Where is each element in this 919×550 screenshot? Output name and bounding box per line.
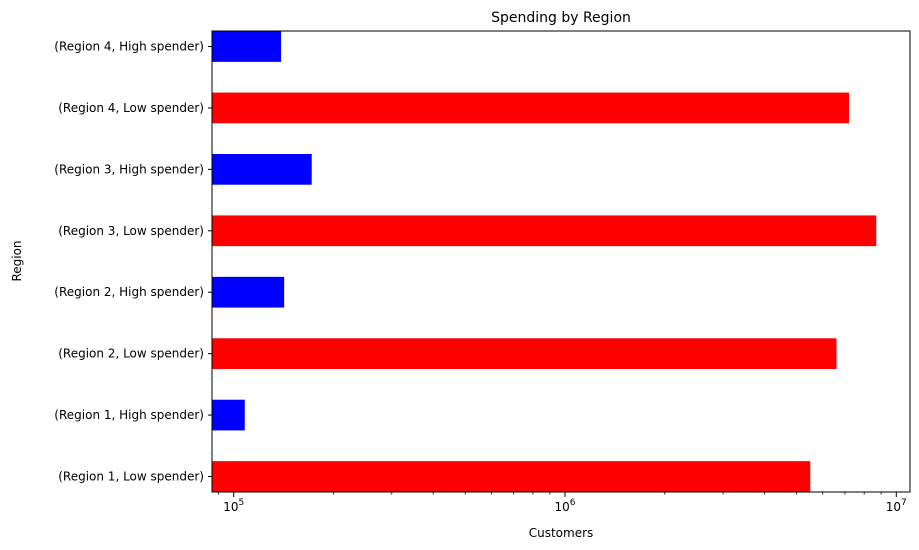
bar (212, 215, 877, 247)
y-tick-label: (Region 4, High spender) (54, 40, 204, 54)
y-tick-label: (Region 2, High spender) (54, 285, 204, 299)
bar (212, 31, 282, 62)
plot-frame (211, 30, 911, 493)
y-tick-label: (Region 1, Low spender) (58, 470, 204, 484)
bar (212, 399, 245, 431)
bar (212, 276, 285, 308)
y-tick-label: (Region 3, Low spender) (58, 224, 204, 238)
y-tick-label: (Region 2, Low spender) (58, 347, 204, 361)
y-tick-label: (Region 4, Low spender) (58, 101, 204, 115)
chart-title: Spending by Region (491, 10, 631, 26)
y-axis-title: Region (10, 240, 24, 281)
y-tick-label: (Region 1, High spender) (54, 408, 204, 422)
bar (212, 154, 312, 185)
bar (212, 92, 850, 124)
x-axis: 105 106 107 (218, 492, 907, 514)
y-tick-label: (Region 3, High spender) (54, 162, 204, 176)
x-axis-title: Customers (529, 526, 594, 540)
bar (212, 338, 837, 369)
x-tick-label: 106 (554, 498, 575, 514)
x-tick-label: 107 (886, 498, 907, 514)
y-axis: (Region 1, Low spender) (Region 1, High s… (54, 40, 212, 484)
x-tick-label: 105 (223, 498, 244, 514)
bar (212, 461, 811, 492)
bars-group (212, 31, 877, 492)
